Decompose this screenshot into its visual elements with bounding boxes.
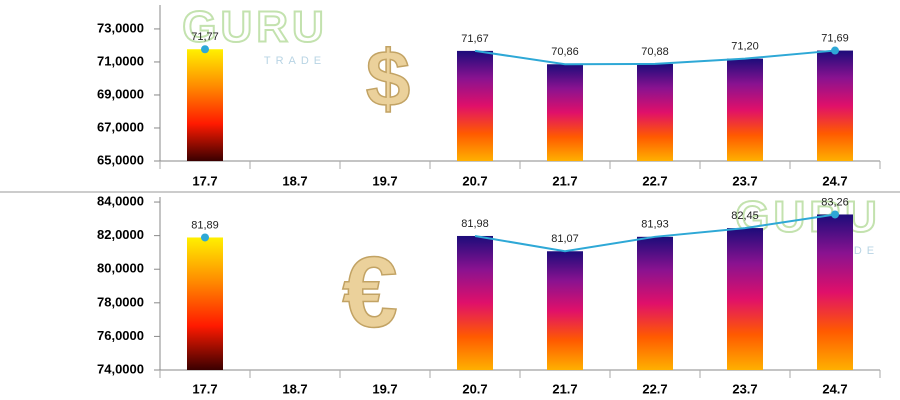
value-label: 81,07 [551, 233, 579, 245]
line-marker [831, 46, 839, 55]
value-label: 81,93 [641, 219, 669, 231]
watermark-sub: TRADE [264, 55, 326, 67]
value-label: 83,26 [821, 196, 849, 208]
x-tick-label: 18.7 [282, 173, 307, 188]
y-tick-label: 73,0000 [97, 20, 144, 35]
bar [457, 50, 493, 162]
bar [727, 58, 763, 161]
value-label: 71,20 [731, 41, 759, 53]
line-marker [201, 233, 209, 242]
x-tick-label: 17.7 [192, 381, 217, 396]
bar [817, 50, 853, 161]
watermark: GURU [182, 3, 328, 52]
bar [187, 237, 223, 370]
x-tick-label: 23.7 [732, 381, 757, 396]
x-tick-label: 22.7 [642, 173, 667, 188]
x-tick-label: 18.7 [282, 381, 307, 396]
x-tick-label: 20.7 [462, 173, 487, 188]
value-label: 71,77 [191, 31, 219, 43]
x-tick-label: 19.7 [372, 173, 397, 188]
bar [457, 235, 493, 370]
y-tick-label: 76,0000 [97, 328, 144, 343]
x-tick-label: 21.7 [552, 173, 577, 188]
x-tick-label: 24.7 [822, 173, 847, 188]
y-tick-label: 69,0000 [97, 86, 144, 101]
bar [727, 228, 763, 370]
value-label: 81,98 [461, 218, 489, 230]
x-tick-label: 22.7 [642, 381, 667, 396]
x-tick-label: 21.7 [552, 381, 577, 396]
bar [547, 251, 583, 370]
y-tick-label: 82,0000 [97, 227, 144, 242]
x-tick-label: 17.7 [192, 173, 217, 188]
currency-symbol: € [342, 236, 398, 348]
y-tick-label: 80,0000 [97, 261, 144, 276]
value-label: 71,69 [821, 32, 849, 44]
value-label: 71,67 [461, 33, 489, 45]
value-label: 70,88 [641, 46, 669, 58]
bar [187, 49, 223, 161]
y-tick-label: 67,0000 [97, 119, 144, 134]
value-label: 70,86 [551, 46, 579, 58]
y-tick-label: 74,0000 [97, 361, 144, 376]
value-label: 81,89 [191, 219, 219, 231]
x-tick-label: 19.7 [372, 381, 397, 396]
bar [817, 214, 853, 370]
y-tick-label: 78,0000 [97, 294, 144, 309]
value-label: 82,45 [731, 210, 759, 222]
bar [637, 236, 673, 370]
bar [637, 63, 673, 161]
currency-symbol: $ [366, 34, 411, 123]
y-tick-label: 84,0000 [97, 193, 144, 208]
y-tick-label: 65,0000 [97, 152, 144, 167]
bar [547, 64, 583, 161]
line-marker [831, 210, 839, 219]
trend-line [474, 49, 836, 66]
x-tick-label: 23.7 [732, 173, 757, 188]
y-tick-label: 71,0000 [97, 53, 144, 68]
line-marker [201, 45, 209, 54]
trend-line [474, 213, 836, 253]
x-tick-label: 20.7 [462, 381, 487, 396]
x-tick-label: 24.7 [822, 381, 847, 396]
